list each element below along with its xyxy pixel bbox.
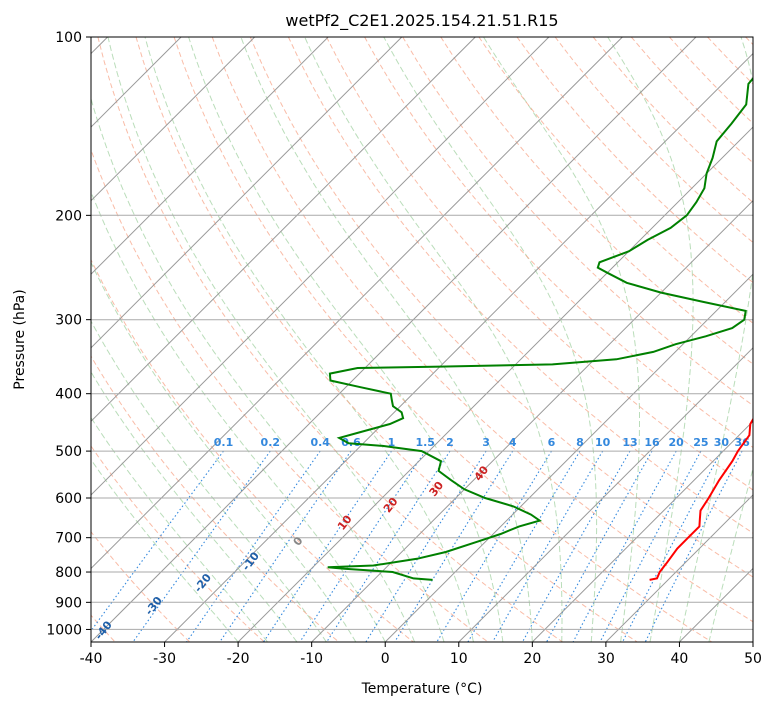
x-axis: -40 -30 -20 -10 0 10 20 30 40 50: [80, 642, 762, 667]
mixing-ratio-label: 0.2: [261, 436, 281, 449]
mixing-ratio-label: 1: [388, 436, 396, 449]
isotherm-line: [384, 273, 753, 642]
isotherm-line: [91, 37, 476, 423]
y-tick-label: 200: [55, 208, 82, 224]
isotherm-line: [164, 52, 753, 642]
mixing-ratio-line: [394, 450, 514, 642]
moist-adiabat-line: [91, 261, 357, 642]
plot-area: 0.10.20.40.611.52346810131620253036-100-…: [91, 37, 753, 642]
mixing-ratio-label: 0.4: [310, 436, 330, 449]
moist-adiabat-line: [188, 37, 504, 642]
y-tick-label: 400: [55, 387, 82, 403]
chart-title: wetPf2_C2E1.2025.154.21.51.R15: [285, 11, 558, 31]
moist-adiabat-line: [91, 320, 327, 642]
x-tick-label: 10: [450, 651, 468, 667]
y-tick-label: 300: [55, 313, 82, 329]
y-axis-label: Pressure (hPa): [12, 289, 28, 389]
profiles: [327, 76, 753, 581]
mixing-ratio-label: 25: [693, 436, 708, 449]
mixing-ratio-line: [599, 450, 702, 642]
moist-adiabat-line: [144, 37, 474, 642]
mixing-ratio-label: 30: [714, 436, 730, 449]
moist-adiabat-line: [91, 190, 386, 642]
isotherm-line: [91, 37, 329, 275]
mixing-ratio-label: 8: [576, 436, 584, 449]
mixing-ratio-label: 16: [644, 436, 660, 449]
dry-adiabat-line: [326, 37, 753, 491]
mixing-ratio-label: 6: [548, 436, 556, 449]
isotherm-line: [91, 37, 256, 202]
y-tick-label: 100: [55, 30, 82, 46]
y-tick-label: 800: [55, 565, 82, 581]
mixing-ratio-line: [621, 450, 722, 642]
dewpoint-profile-line: [327, 76, 753, 581]
isotherm-line: [531, 420, 753, 642]
isotherm-line: [605, 494, 753, 642]
y-tick-label: 600: [55, 491, 82, 507]
isotherm-line: [237, 126, 753, 642]
moist-adiabat-line: [607, 37, 694, 642]
isotherm-line: [458, 347, 753, 642]
isotherm-line: [91, 37, 623, 570]
moist-adiabat-line: [304, 37, 563, 642]
y-tick-label: 500: [55, 444, 82, 460]
mixing-ratio-label: 4: [509, 436, 517, 449]
moist-adiabat-line: [91, 96, 416, 642]
y-tick-label: 900: [55, 595, 82, 611]
mixing-ratio-label: 10: [595, 436, 611, 449]
line-labels: 0.10.20.40.611.52346810131620253036-100-…: [92, 436, 750, 642]
mixing-ratio-label: 1.5: [415, 436, 435, 449]
y-tick-label: 700: [55, 531, 82, 547]
isotherm-line: [91, 37, 697, 642]
mixing-ratio-label: 0.1: [214, 436, 234, 449]
plot-frame: [90, 36, 754, 643]
temperature-profile-line: [649, 417, 753, 581]
mixing-ratio-label: 3: [482, 436, 490, 449]
mixing-ratio-line: [262, 450, 392, 642]
x-tick-label: 40: [671, 651, 689, 667]
x-tick-label: -10: [300, 651, 323, 667]
moist-adiabat-line: [107, 37, 445, 642]
x-tick-label: -40: [80, 651, 103, 667]
mixing-ratio-label: 2: [446, 436, 454, 449]
x-tick-label: 0: [381, 651, 390, 667]
moist-adiabat-line: [91, 458, 239, 642]
x-tick-label: -20: [227, 651, 250, 667]
moist-adiabat-line: [678, 37, 753, 642]
moist-adiabat-line: [240, 37, 533, 642]
y-tick-label: 1000: [46, 622, 82, 638]
dry-adiabat-line: [211, 37, 753, 623]
x-axis-label: Temperature (°C): [361, 681, 483, 697]
mixing-ratio-label: 20: [669, 436, 685, 449]
x-tick-label: 50: [744, 651, 762, 667]
x-tick-label: 30: [597, 651, 615, 667]
x-tick-label: -30: [153, 651, 176, 667]
dry-adiabat-line: [287, 37, 753, 534]
x-tick-label: 20: [523, 651, 541, 667]
isotherm-line: [311, 199, 753, 642]
mixing-ratio-line: [132, 450, 271, 642]
dry-adiabat-line: [249, 37, 753, 578]
isotherm-line: [91, 37, 550, 496]
mixing-ratio-line: [572, 450, 677, 642]
mixing-ratio-label: 13: [622, 436, 637, 449]
moist-adiabat-line: [383, 37, 598, 642]
y-axis: 100 200 300 400 500 600 700 800 900 1000: [46, 30, 91, 638]
isotherm-line: [91, 37, 403, 349]
isotherm-gridlines: [91, 37, 753, 642]
